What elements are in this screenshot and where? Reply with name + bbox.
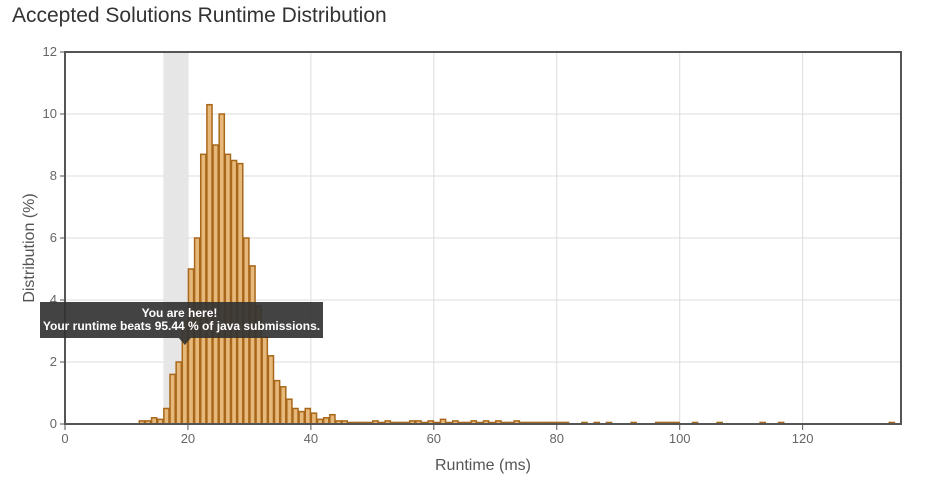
histogram-bar[interactable] [273,379,281,425]
histogram-bar[interactable] [292,407,299,425]
tooltip-pointer [178,338,191,345]
histogram-bar[interactable] [175,361,183,425]
y-tick-label: 6 [50,230,57,245]
histogram-bar[interactable] [224,153,232,425]
histogram-bar[interactable] [298,410,305,425]
histogram-bar[interactable] [304,407,312,425]
histogram-bar[interactable] [279,386,287,425]
x-tick-label: 20 [181,431,195,446]
x-tick-label: 120 [792,431,814,446]
y-tick-label: 12 [43,44,57,59]
y-tick-label: 10 [43,106,57,121]
histogram-bar[interactable] [286,398,293,425]
x-axis-label: Runtime (ms) [435,457,531,474]
histogram-bar[interactable] [187,268,195,425]
histogram-bar[interactable] [163,407,170,425]
y-tick-label: 8 [50,168,57,183]
x-tick-label: 80 [550,431,564,446]
y-tick-label: 0 [50,416,57,431]
histogram-bar[interactable] [212,144,219,425]
runtime-tooltip: You are here! Your runtime beats 95.44 %… [40,302,323,345]
histogram-bars [138,103,896,425]
tooltip-line-2: Your runtime beats 95.44 % of java submi… [43,319,320,333]
chart-title: Accepted Solutions Runtime Distribution [12,4,387,27]
histogram-bar[interactable] [261,336,269,425]
tooltip-line-1: You are here! [142,306,218,320]
y-axis-ticks: 0 2 4 6 8 10 12 [43,44,65,431]
y-axis-label: Distribution (%) [21,193,38,302]
histogram-bar[interactable] [199,153,207,425]
x-tick-label: 40 [304,431,318,446]
histogram-bar[interactable] [310,412,318,425]
histogram-bar[interactable] [169,373,176,425]
x-tick-label: 0 [61,431,68,446]
y-tick-label: 4 [50,292,57,307]
histogram-bar[interactable] [249,265,256,425]
histogram-bar[interactable] [329,413,336,425]
x-tick-label: 100 [669,431,691,446]
histogram-bar[interactable] [236,162,244,425]
x-tick-label: 60 [427,431,441,446]
x-axis-ticks: 0 20 40 60 80 100 120 [61,424,813,446]
histogram-bar[interactable] [206,103,213,425]
histogram-bar[interactable] [267,355,275,425]
y-tick-label: 2 [50,354,57,369]
histogram-bar[interactable] [230,159,238,425]
tooltip-background [40,302,323,338]
histogram-bar[interactable] [218,113,226,425]
